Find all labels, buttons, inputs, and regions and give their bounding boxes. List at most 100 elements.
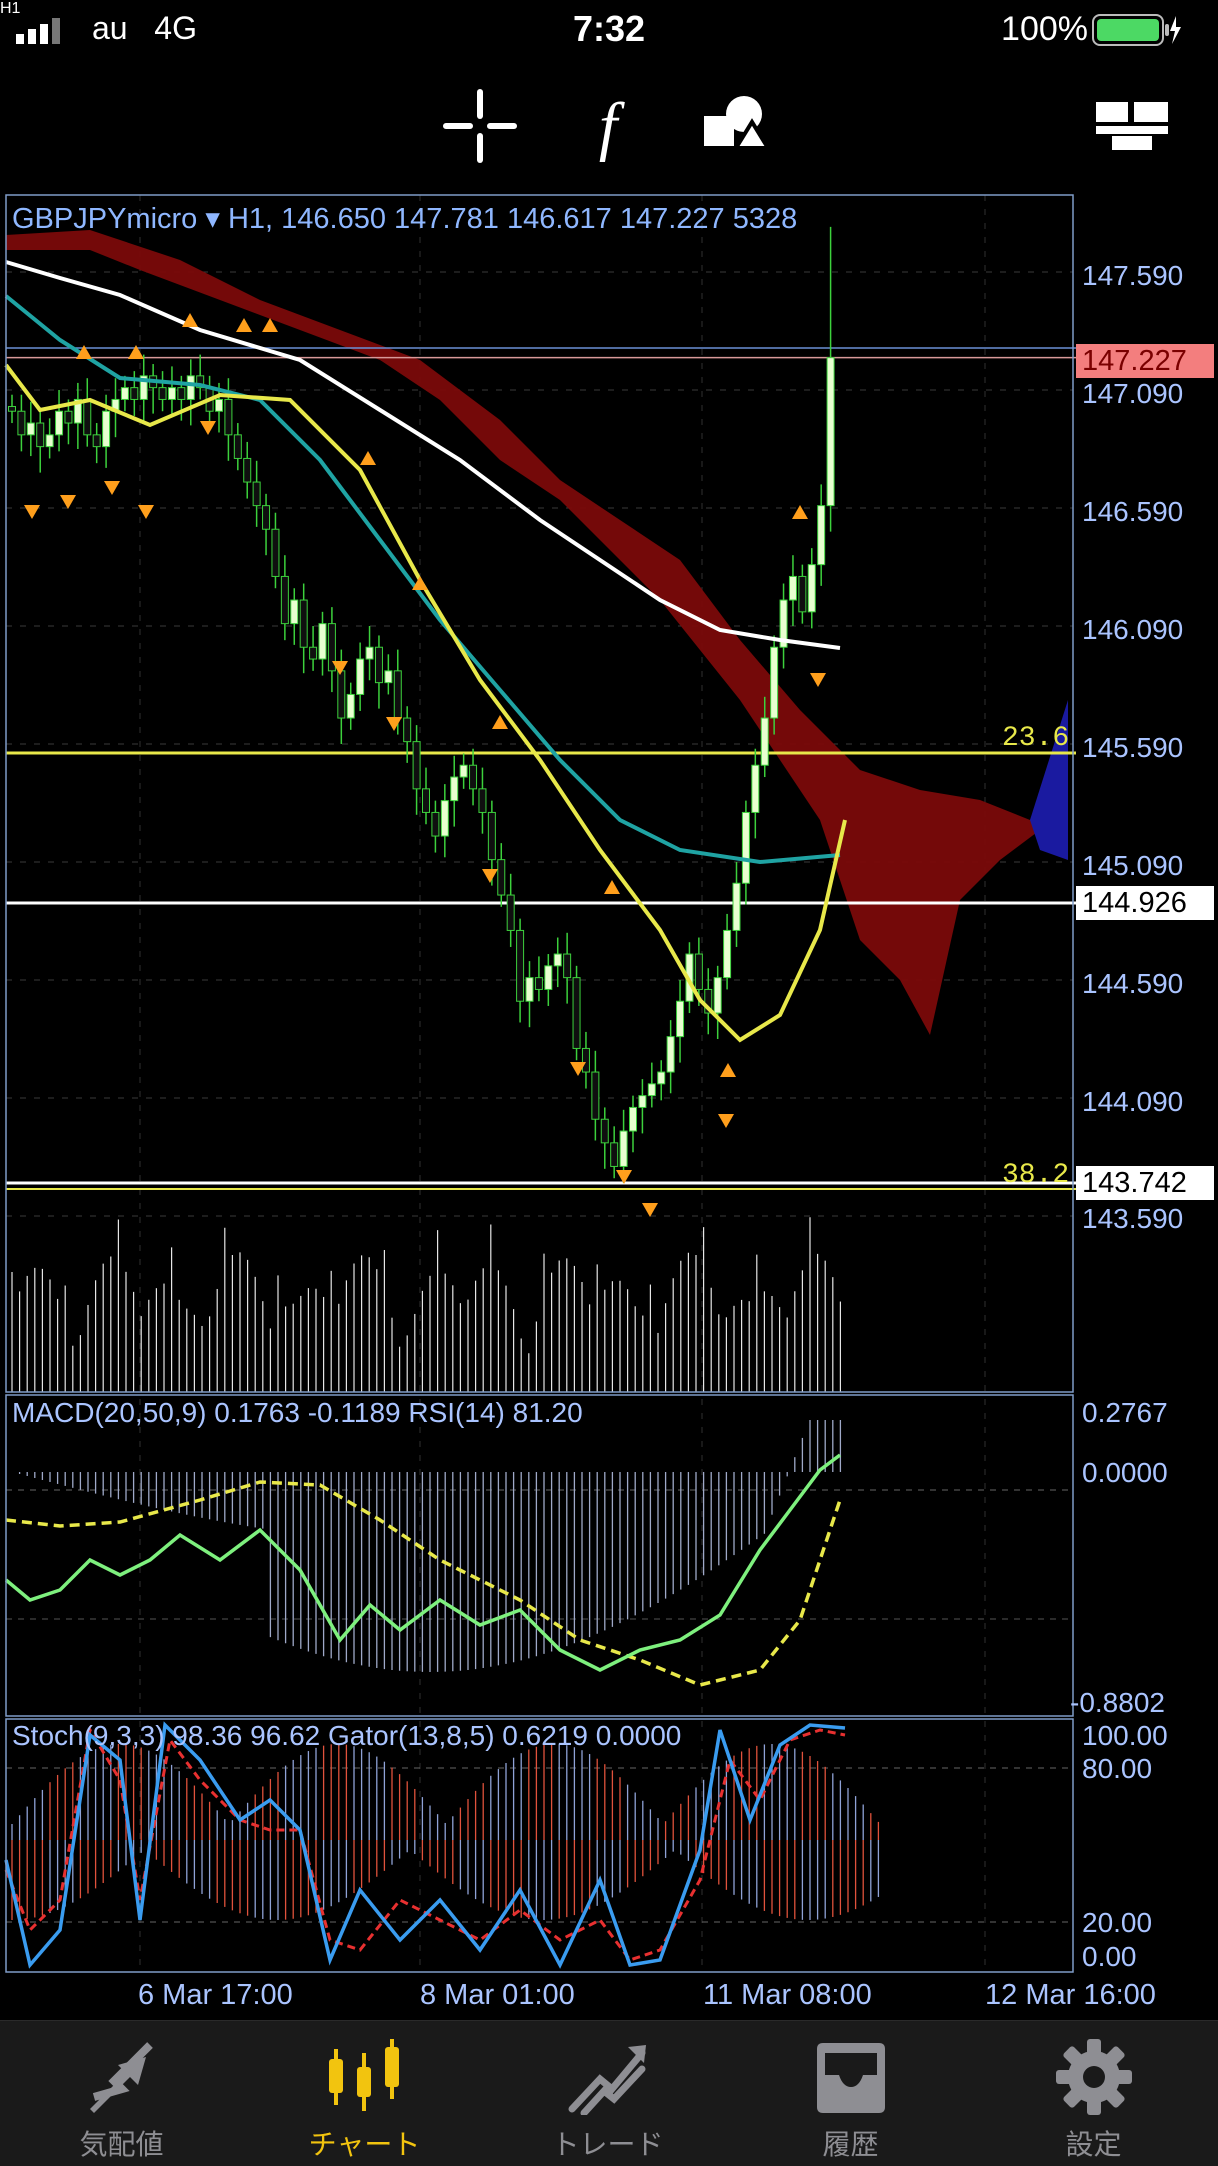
candle-body — [497, 859, 506, 896]
tab-bar: 気配値 チャート トレード 履歴 — [0, 2020, 1218, 2166]
tab-trade[interactable]: トレード — [486, 2021, 729, 2166]
candle-body — [807, 564, 816, 613]
candle-body — [64, 410, 73, 424]
fractal-up — [76, 345, 92, 359]
time-axis: 6 Mar 17:00 8 Mar 01:00 11 Mar 08:00 12 … — [138, 1979, 1156, 2011]
candle-body — [224, 398, 233, 436]
rsi-line — [4, 1453, 842, 1672]
fib-label: 38.2 — [1002, 1160, 1069, 1191]
candle-body — [760, 717, 769, 766]
candle-body — [36, 422, 45, 448]
macd-signal — [5, 1480, 842, 1687]
candle-body — [826, 357, 835, 507]
candle-body — [337, 670, 346, 719]
fractal-up — [262, 318, 278, 332]
candle-body — [318, 623, 327, 660]
ma-fast — [4, 363, 847, 1043]
candle-body — [572, 977, 581, 1049]
price-chart[interactable]: GBPJPYmicro ▾ H1, 146.650 147.781 146.61… — [0, 190, 1218, 2020]
macd-axis: 0.2767 0.0000 -0.8802 — [1070, 1397, 1168, 1718]
price-label: 145.590 — [1082, 732, 1183, 763]
fractal-down — [332, 661, 348, 675]
macd-panel — [4, 1420, 1073, 1687]
svg-text:144.926: 144.926 — [1082, 887, 1187, 919]
candle-body — [779, 599, 788, 648]
candle-body — [469, 764, 478, 790]
candle-body — [694, 953, 703, 990]
candle-body — [26, 422, 35, 436]
price-label: 144.590 — [1082, 968, 1183, 999]
candle-body — [770, 646, 779, 719]
fractal-up — [236, 318, 252, 332]
svg-text:143.742: 143.742 — [1082, 1167, 1187, 1199]
price-label: 146.590 — [1082, 496, 1183, 527]
fractal-down — [200, 421, 216, 435]
stoch-main — [4, 1721, 846, 1969]
svg-text:20.00: 20.00 — [1082, 1907, 1152, 1938]
candle-body — [8, 406, 16, 412]
status-bar: au 4G 7:32 100% — [0, 0, 1218, 62]
tab-settings[interactable]: 設定 — [972, 2021, 1215, 2166]
stoch-axis: 100.00 80.00 20.00 0.00 — [1082, 1720, 1168, 1972]
price-label: 145.090 — [1082, 850, 1183, 881]
candle-body — [252, 481, 261, 507]
fractal-down — [104, 481, 120, 495]
timeframe-button[interactable]: H1 — [0, 0, 21, 17]
tab-quotes[interactable]: 気配値 — [0, 2021, 243, 2166]
candle-body — [713, 977, 722, 1014]
settings-icon — [1056, 2039, 1132, 2115]
candle-body — [581, 1047, 590, 1073]
candle-body — [186, 375, 195, 400]
svg-text:6 Mar 17:00: 6 Mar 17:00 — [138, 1979, 293, 2011]
fractal-down — [616, 1170, 632, 1184]
candle-body — [356, 658, 365, 695]
candle-body — [17, 410, 26, 436]
candle-body — [741, 811, 750, 884]
svg-text:0.2767: 0.2767 — [1082, 1397, 1168, 1428]
candle-body — [553, 953, 562, 967]
fractal-down — [642, 1203, 658, 1217]
fractal-down — [810, 673, 826, 687]
ichimoku-cloud — [6, 230, 1068, 1035]
panel-border — [5, 1394, 1074, 1717]
candle-body — [638, 1095, 647, 1108]
fib-label: 23.6 — [1002, 723, 1069, 754]
candle-body — [629, 1106, 637, 1132]
fractal-up — [360, 451, 376, 465]
candle-body — [610, 1142, 619, 1167]
candle-body — [657, 1071, 666, 1085]
chart-header: GBPJPYmicro ▾ H1, 146.650 147.781 146.61… — [12, 203, 797, 235]
candle-body — [798, 575, 807, 613]
objects-icon[interactable] — [696, 86, 776, 166]
candle-body — [73, 398, 82, 424]
candle-body — [262, 505, 271, 530]
price-label: 146.090 — [1082, 614, 1183, 645]
fractal-down — [718, 1114, 734, 1128]
candle-body — [45, 434, 54, 448]
fractal-up — [604, 880, 620, 894]
candle-body — [290, 599, 299, 625]
windows-icon[interactable] — [1092, 86, 1172, 166]
candle-body — [591, 1071, 600, 1120]
candle-body — [374, 646, 383, 684]
tab-chart[interactable]: チャート — [243, 2021, 486, 2166]
candle-body — [600, 1118, 609, 1144]
crosshair-icon[interactable] — [440, 86, 520, 166]
current-price-tag: 147.227 — [1076, 344, 1214, 378]
signal-icon — [16, 18, 60, 44]
tab-history[interactable]: 履歴 — [729, 2021, 972, 2166]
fractal-up — [792, 505, 808, 519]
function-icon[interactable]: f — [568, 86, 648, 166]
fractal-up — [182, 313, 198, 327]
svg-text:147.227: 147.227 — [1082, 345, 1187, 377]
svg-text:8 Mar 01:00: 8 Mar 01:00 — [420, 1979, 575, 2011]
fractal-down — [386, 717, 402, 731]
candle-body — [619, 1130, 628, 1167]
quotes-icon — [90, 2042, 153, 2113]
fractal-down — [138, 505, 154, 519]
svg-text:80.00: 80.00 — [1082, 1753, 1152, 1784]
chart-toolbar: H1 f — [0, 0, 1218, 163]
candle-body — [647, 1083, 656, 1097]
clock: 7:32 — [572, 8, 646, 49]
candle-body — [55, 410, 64, 436]
